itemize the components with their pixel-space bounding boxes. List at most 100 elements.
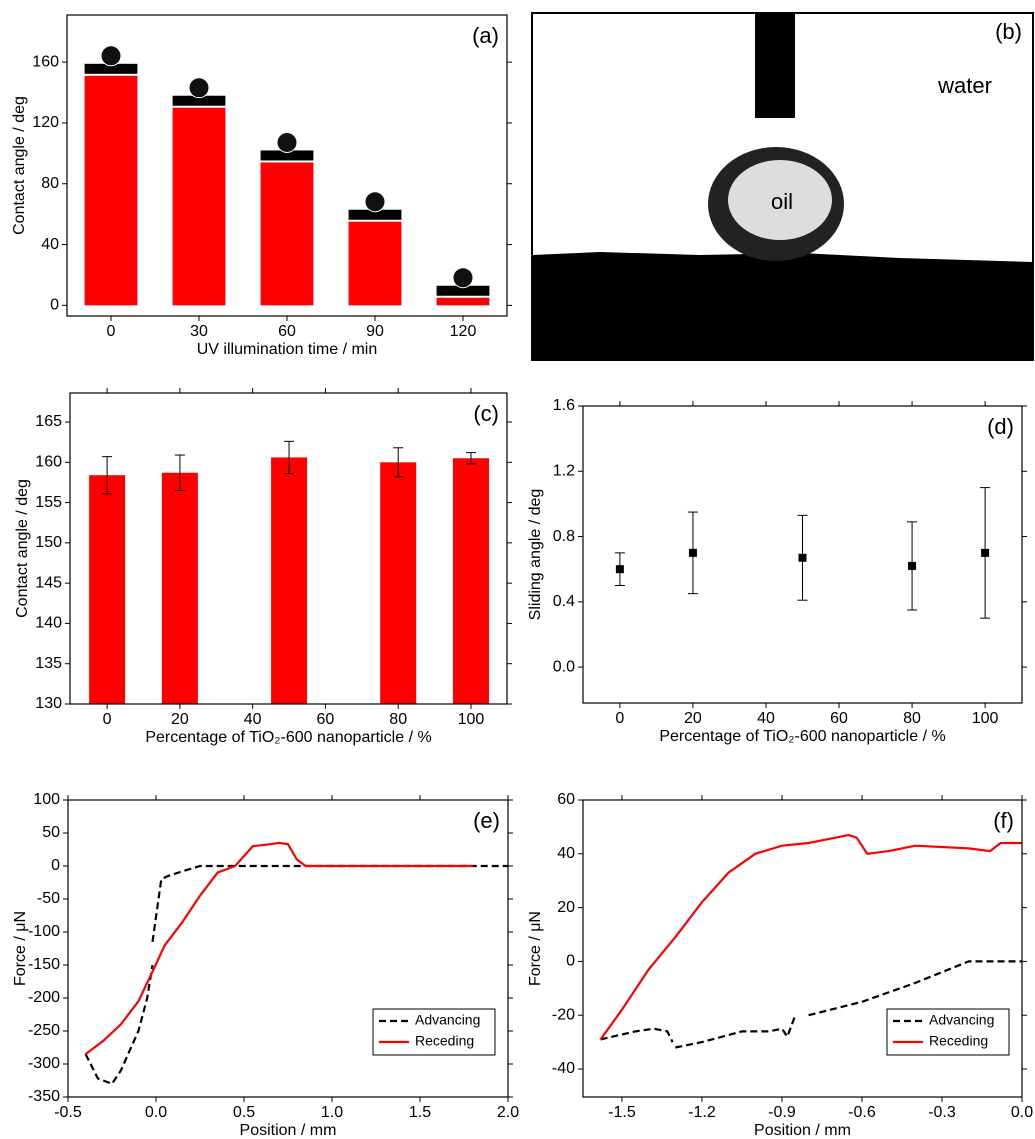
x-tick-label: 20	[171, 711, 189, 728]
x-axis-title: Percentage of TiO₂-600 nanoparticle / %	[659, 728, 945, 745]
panel-label: (e)	[473, 808, 500, 833]
droplet	[452, 267, 474, 289]
panel: 130 135 140 145 150 155 160 165 0 20 40 60 80 100 Perc…	[14, 388, 512, 746]
x-tick-label: -0.3	[928, 1104, 956, 1121]
y-tick-label: -20	[552, 1006, 575, 1023]
y-tick-label: 160	[32, 53, 59, 70]
y-tick-label: 1.6	[553, 397, 575, 414]
y-tick-label: -150	[28, 956, 60, 973]
bar	[348, 221, 402, 306]
bar	[89, 475, 126, 704]
y-tick-label: 135	[35, 655, 62, 672]
photo-panel: water oil (b)	[531, 12, 1034, 361]
y-tick-label: -350	[28, 1088, 60, 1105]
y-tick-label: 160	[35, 454, 62, 471]
droplet	[364, 191, 386, 213]
point	[981, 548, 990, 557]
y-tick-label: 130	[35, 695, 62, 712]
x-tick-label: 40	[244, 711, 262, 728]
y-tick-label: 140	[35, 615, 62, 632]
y-tick-label: -300	[28, 1055, 60, 1072]
droplet-base	[260, 150, 314, 161]
x-tick-label: 2.0	[497, 1104, 519, 1121]
x-tick-label: 60	[830, 710, 848, 727]
droplet	[276, 131, 298, 153]
y-tick-label: 80	[41, 175, 59, 192]
x-tick-label: 100	[458, 711, 485, 728]
x-tick-label: 0.5	[233, 1104, 255, 1121]
y-axis-title: Contact angle / deg	[11, 96, 28, 235]
plot-frame	[582, 799, 1023, 1098]
point	[908, 561, 917, 570]
y-tick-label: 0.4	[553, 593, 575, 610]
x-tick-label: 40	[757, 710, 775, 727]
x-tick-label: -1.2	[688, 1104, 716, 1121]
bar	[380, 462, 417, 704]
x-tick-label: 60	[278, 323, 296, 340]
legend-label: Advancing	[929, 1012, 994, 1028]
x-axis-title: UV illumination time / min	[197, 341, 378, 358]
droplet-base	[436, 285, 490, 296]
droplet	[100, 45, 122, 67]
point	[615, 565, 624, 574]
legend-box	[372, 1008, 496, 1056]
droplet	[188, 77, 210, 99]
bar	[260, 162, 314, 306]
legend-label: Advancing	[415, 1012, 480, 1028]
y-tick-label: 40	[41, 236, 59, 253]
y-tick-label: 0.8	[553, 528, 575, 545]
bar	[172, 107, 226, 306]
panel: 0.0 0.4 0.8 1.2 1.6 0 20 40 60 80 100 Percentage of…	[527, 397, 1027, 745]
droplet-base	[348, 209, 402, 220]
legend-box	[886, 1008, 1010, 1056]
y-tick-label: 40	[557, 845, 575, 862]
x-tick-label: 60	[317, 711, 335, 728]
x-tick-label: 20	[684, 710, 702, 727]
x-tick-label: 0.0	[1011, 1104, 1033, 1121]
y-axis-title: Force / μN	[12, 911, 29, 986]
x-tick-label: 90	[366, 323, 384, 340]
y-tick-label: 120	[32, 114, 59, 131]
y-tick-label: -200	[28, 989, 60, 1006]
bar	[452, 458, 489, 704]
point	[798, 553, 807, 562]
x-tick-label: 0	[107, 323, 116, 340]
y-tick-label: 0	[566, 953, 575, 970]
panel-label: (a)	[472, 23, 499, 48]
x-tick-label: 0	[103, 711, 112, 728]
x-tick-label: 30	[190, 323, 208, 340]
y-tick-label: 0	[51, 857, 60, 874]
y-tick-label: -100	[28, 923, 60, 940]
x-tick-label: 120	[450, 323, 477, 340]
plot-frame	[66, 14, 508, 317]
y-tick-label: 0.0	[553, 658, 575, 675]
y-tick-label: -250	[28, 1022, 60, 1039]
series-line	[84, 841, 473, 1055]
x-tick-label: 0.0	[145, 1104, 167, 1121]
x-axis-title: Position / mm	[240, 1122, 337, 1139]
bar	[161, 472, 198, 704]
plot-frame	[69, 392, 508, 705]
legend-label: Receding	[415, 1033, 474, 1049]
y-tick-label: 20	[557, 899, 575, 916]
bar	[436, 297, 490, 306]
panel-label: (b)	[995, 19, 1022, 44]
panel-label: (f)	[993, 808, 1014, 833]
y-tick-label: -40	[552, 1060, 575, 1077]
legend-label: Receding	[929, 1033, 988, 1049]
point	[688, 548, 697, 557]
y-axis-title: Contact angle / deg	[14, 479, 31, 618]
panel: -40 -20 0 20 40 60 -1.5 -1.2 -0.9 -0.6 -0.3 0.0 Posi…	[527, 791, 1033, 1139]
annotation: oil	[771, 189, 793, 214]
bar	[271, 457, 308, 704]
x-axis-title: Percentage of TiO₂-600 nanoparticle / %	[145, 729, 431, 746]
x-tick-label: 80	[389, 711, 407, 728]
y-tick-label: 0	[50, 297, 59, 314]
y-axis-title: Sliding angle / deg	[527, 489, 544, 621]
needle	[755, 14, 795, 118]
y-axis-title: Force / μN	[527, 911, 544, 986]
x-tick-label: 100	[972, 710, 999, 727]
droplet-base	[84, 63, 138, 74]
plot-frame	[582, 405, 1023, 704]
y-tick-label: 50	[42, 824, 60, 841]
